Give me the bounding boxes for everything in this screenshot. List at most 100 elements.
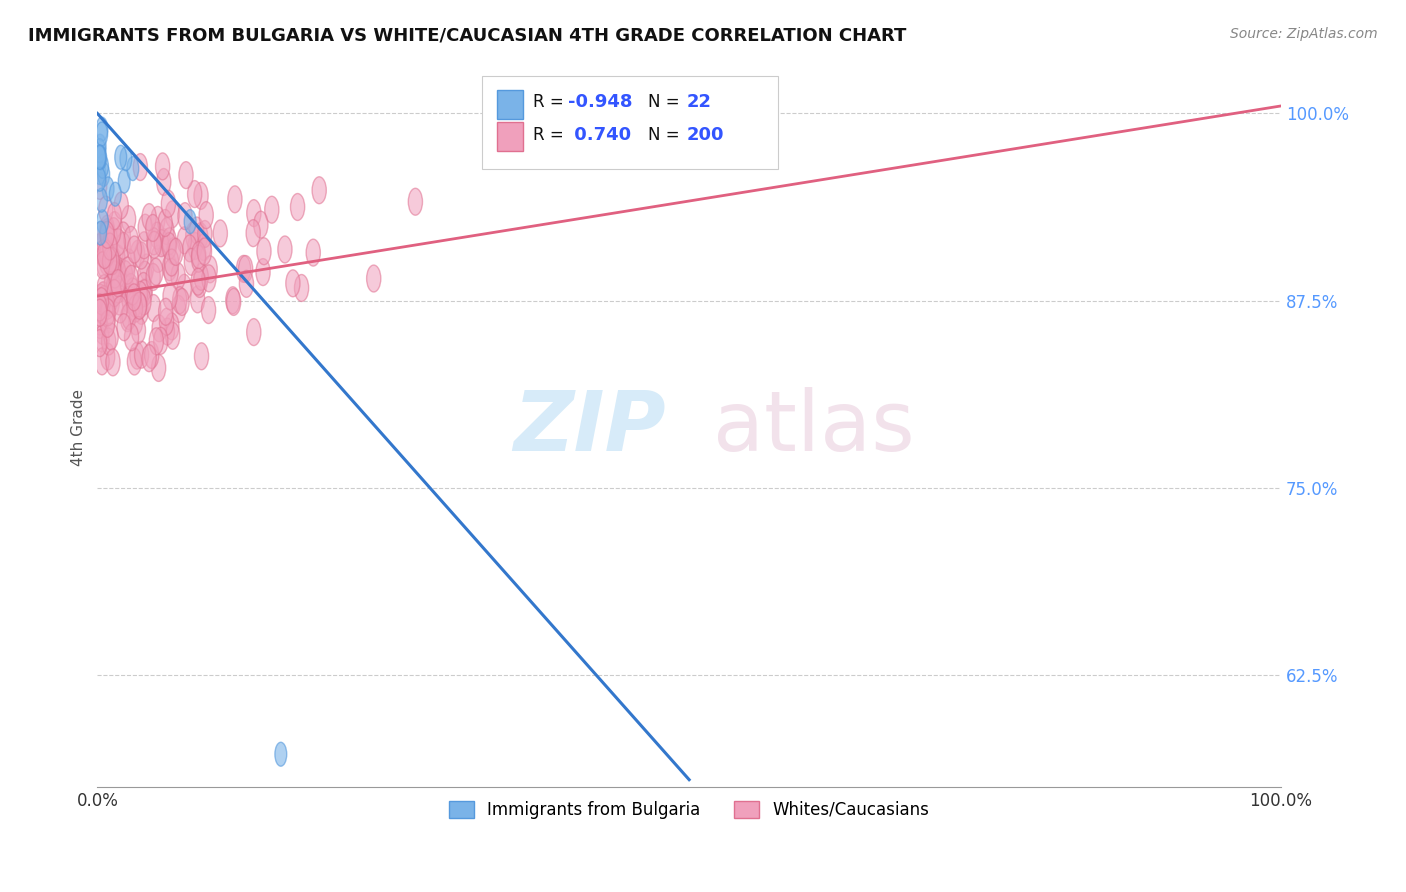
Ellipse shape xyxy=(103,248,117,275)
Ellipse shape xyxy=(117,314,131,341)
Text: 200: 200 xyxy=(686,127,724,145)
Ellipse shape xyxy=(184,210,195,234)
Ellipse shape xyxy=(187,180,202,208)
Ellipse shape xyxy=(120,147,132,170)
Ellipse shape xyxy=(134,297,149,325)
Ellipse shape xyxy=(173,286,187,314)
Ellipse shape xyxy=(312,177,326,203)
Ellipse shape xyxy=(107,218,121,244)
Ellipse shape xyxy=(278,236,292,263)
Ellipse shape xyxy=(253,211,269,238)
Ellipse shape xyxy=(131,240,145,268)
Ellipse shape xyxy=(121,305,135,332)
Ellipse shape xyxy=(291,194,305,220)
Ellipse shape xyxy=(188,233,202,260)
Ellipse shape xyxy=(100,240,114,267)
Ellipse shape xyxy=(124,227,138,253)
Ellipse shape xyxy=(118,260,132,288)
Ellipse shape xyxy=(94,161,105,185)
Ellipse shape xyxy=(97,286,111,313)
Ellipse shape xyxy=(177,274,191,301)
Ellipse shape xyxy=(200,202,214,228)
Ellipse shape xyxy=(93,311,107,338)
Ellipse shape xyxy=(285,270,299,297)
Ellipse shape xyxy=(118,271,132,298)
Ellipse shape xyxy=(148,231,162,259)
Ellipse shape xyxy=(121,206,135,233)
Ellipse shape xyxy=(104,285,118,312)
Ellipse shape xyxy=(162,190,176,218)
Ellipse shape xyxy=(162,233,176,260)
Text: atlas: atlas xyxy=(713,387,914,468)
Ellipse shape xyxy=(150,245,165,272)
Ellipse shape xyxy=(107,279,121,307)
Text: N =: N = xyxy=(648,127,685,145)
Ellipse shape xyxy=(276,742,287,766)
Ellipse shape xyxy=(122,286,136,313)
Ellipse shape xyxy=(104,237,118,264)
Ellipse shape xyxy=(115,145,127,169)
Ellipse shape xyxy=(142,344,156,372)
Ellipse shape xyxy=(156,153,170,180)
Ellipse shape xyxy=(100,215,114,242)
FancyBboxPatch shape xyxy=(482,76,778,169)
Ellipse shape xyxy=(294,275,309,301)
Ellipse shape xyxy=(190,217,204,244)
Ellipse shape xyxy=(239,255,253,283)
Ellipse shape xyxy=(138,280,152,307)
Ellipse shape xyxy=(101,328,115,355)
Ellipse shape xyxy=(127,157,139,180)
Ellipse shape xyxy=(165,313,179,340)
Text: R =: R = xyxy=(533,127,569,145)
Bar xyxy=(498,122,523,151)
Ellipse shape xyxy=(112,296,127,323)
Ellipse shape xyxy=(103,177,114,201)
Ellipse shape xyxy=(108,261,122,288)
Ellipse shape xyxy=(408,188,422,215)
Ellipse shape xyxy=(104,323,118,350)
Ellipse shape xyxy=(135,242,149,269)
Ellipse shape xyxy=(264,196,278,223)
Ellipse shape xyxy=(97,242,111,268)
Ellipse shape xyxy=(104,245,118,272)
Legend: Immigrants from Bulgaria, Whites/Caucasians: Immigrants from Bulgaria, Whites/Caucasi… xyxy=(443,794,936,826)
Ellipse shape xyxy=(122,249,136,276)
Text: -0.948: -0.948 xyxy=(568,94,633,112)
Ellipse shape xyxy=(107,202,121,229)
Ellipse shape xyxy=(93,285,107,311)
Ellipse shape xyxy=(94,288,108,315)
Text: IMMIGRANTS FROM BULGARIA VS WHITE/CAUCASIAN 4TH GRADE CORRELATION CHART: IMMIGRANTS FROM BULGARIA VS WHITE/CAUCAS… xyxy=(28,27,907,45)
Ellipse shape xyxy=(100,310,115,337)
Ellipse shape xyxy=(94,146,107,169)
Ellipse shape xyxy=(101,292,115,319)
Ellipse shape xyxy=(236,255,250,283)
Ellipse shape xyxy=(120,276,134,303)
Ellipse shape xyxy=(121,257,135,284)
Ellipse shape xyxy=(138,278,152,305)
Ellipse shape xyxy=(186,222,200,249)
Ellipse shape xyxy=(96,122,108,146)
Ellipse shape xyxy=(157,210,172,236)
Ellipse shape xyxy=(166,201,180,227)
Ellipse shape xyxy=(111,260,127,286)
Ellipse shape xyxy=(257,238,271,265)
Ellipse shape xyxy=(104,227,118,253)
Ellipse shape xyxy=(101,306,115,333)
Ellipse shape xyxy=(105,290,120,317)
Text: ZIP: ZIP xyxy=(513,387,665,468)
Ellipse shape xyxy=(156,169,172,195)
Ellipse shape xyxy=(96,252,110,279)
Ellipse shape xyxy=(107,211,122,238)
Ellipse shape xyxy=(197,234,211,260)
Ellipse shape xyxy=(128,308,143,334)
Y-axis label: 4th Grade: 4th Grade xyxy=(72,389,86,467)
Ellipse shape xyxy=(97,251,111,277)
Ellipse shape xyxy=(105,253,120,280)
Ellipse shape xyxy=(179,202,193,229)
Ellipse shape xyxy=(93,300,107,326)
Ellipse shape xyxy=(132,293,146,319)
Ellipse shape xyxy=(184,248,198,276)
Ellipse shape xyxy=(135,342,149,368)
Text: R =: R = xyxy=(533,94,569,112)
Ellipse shape xyxy=(104,272,118,299)
